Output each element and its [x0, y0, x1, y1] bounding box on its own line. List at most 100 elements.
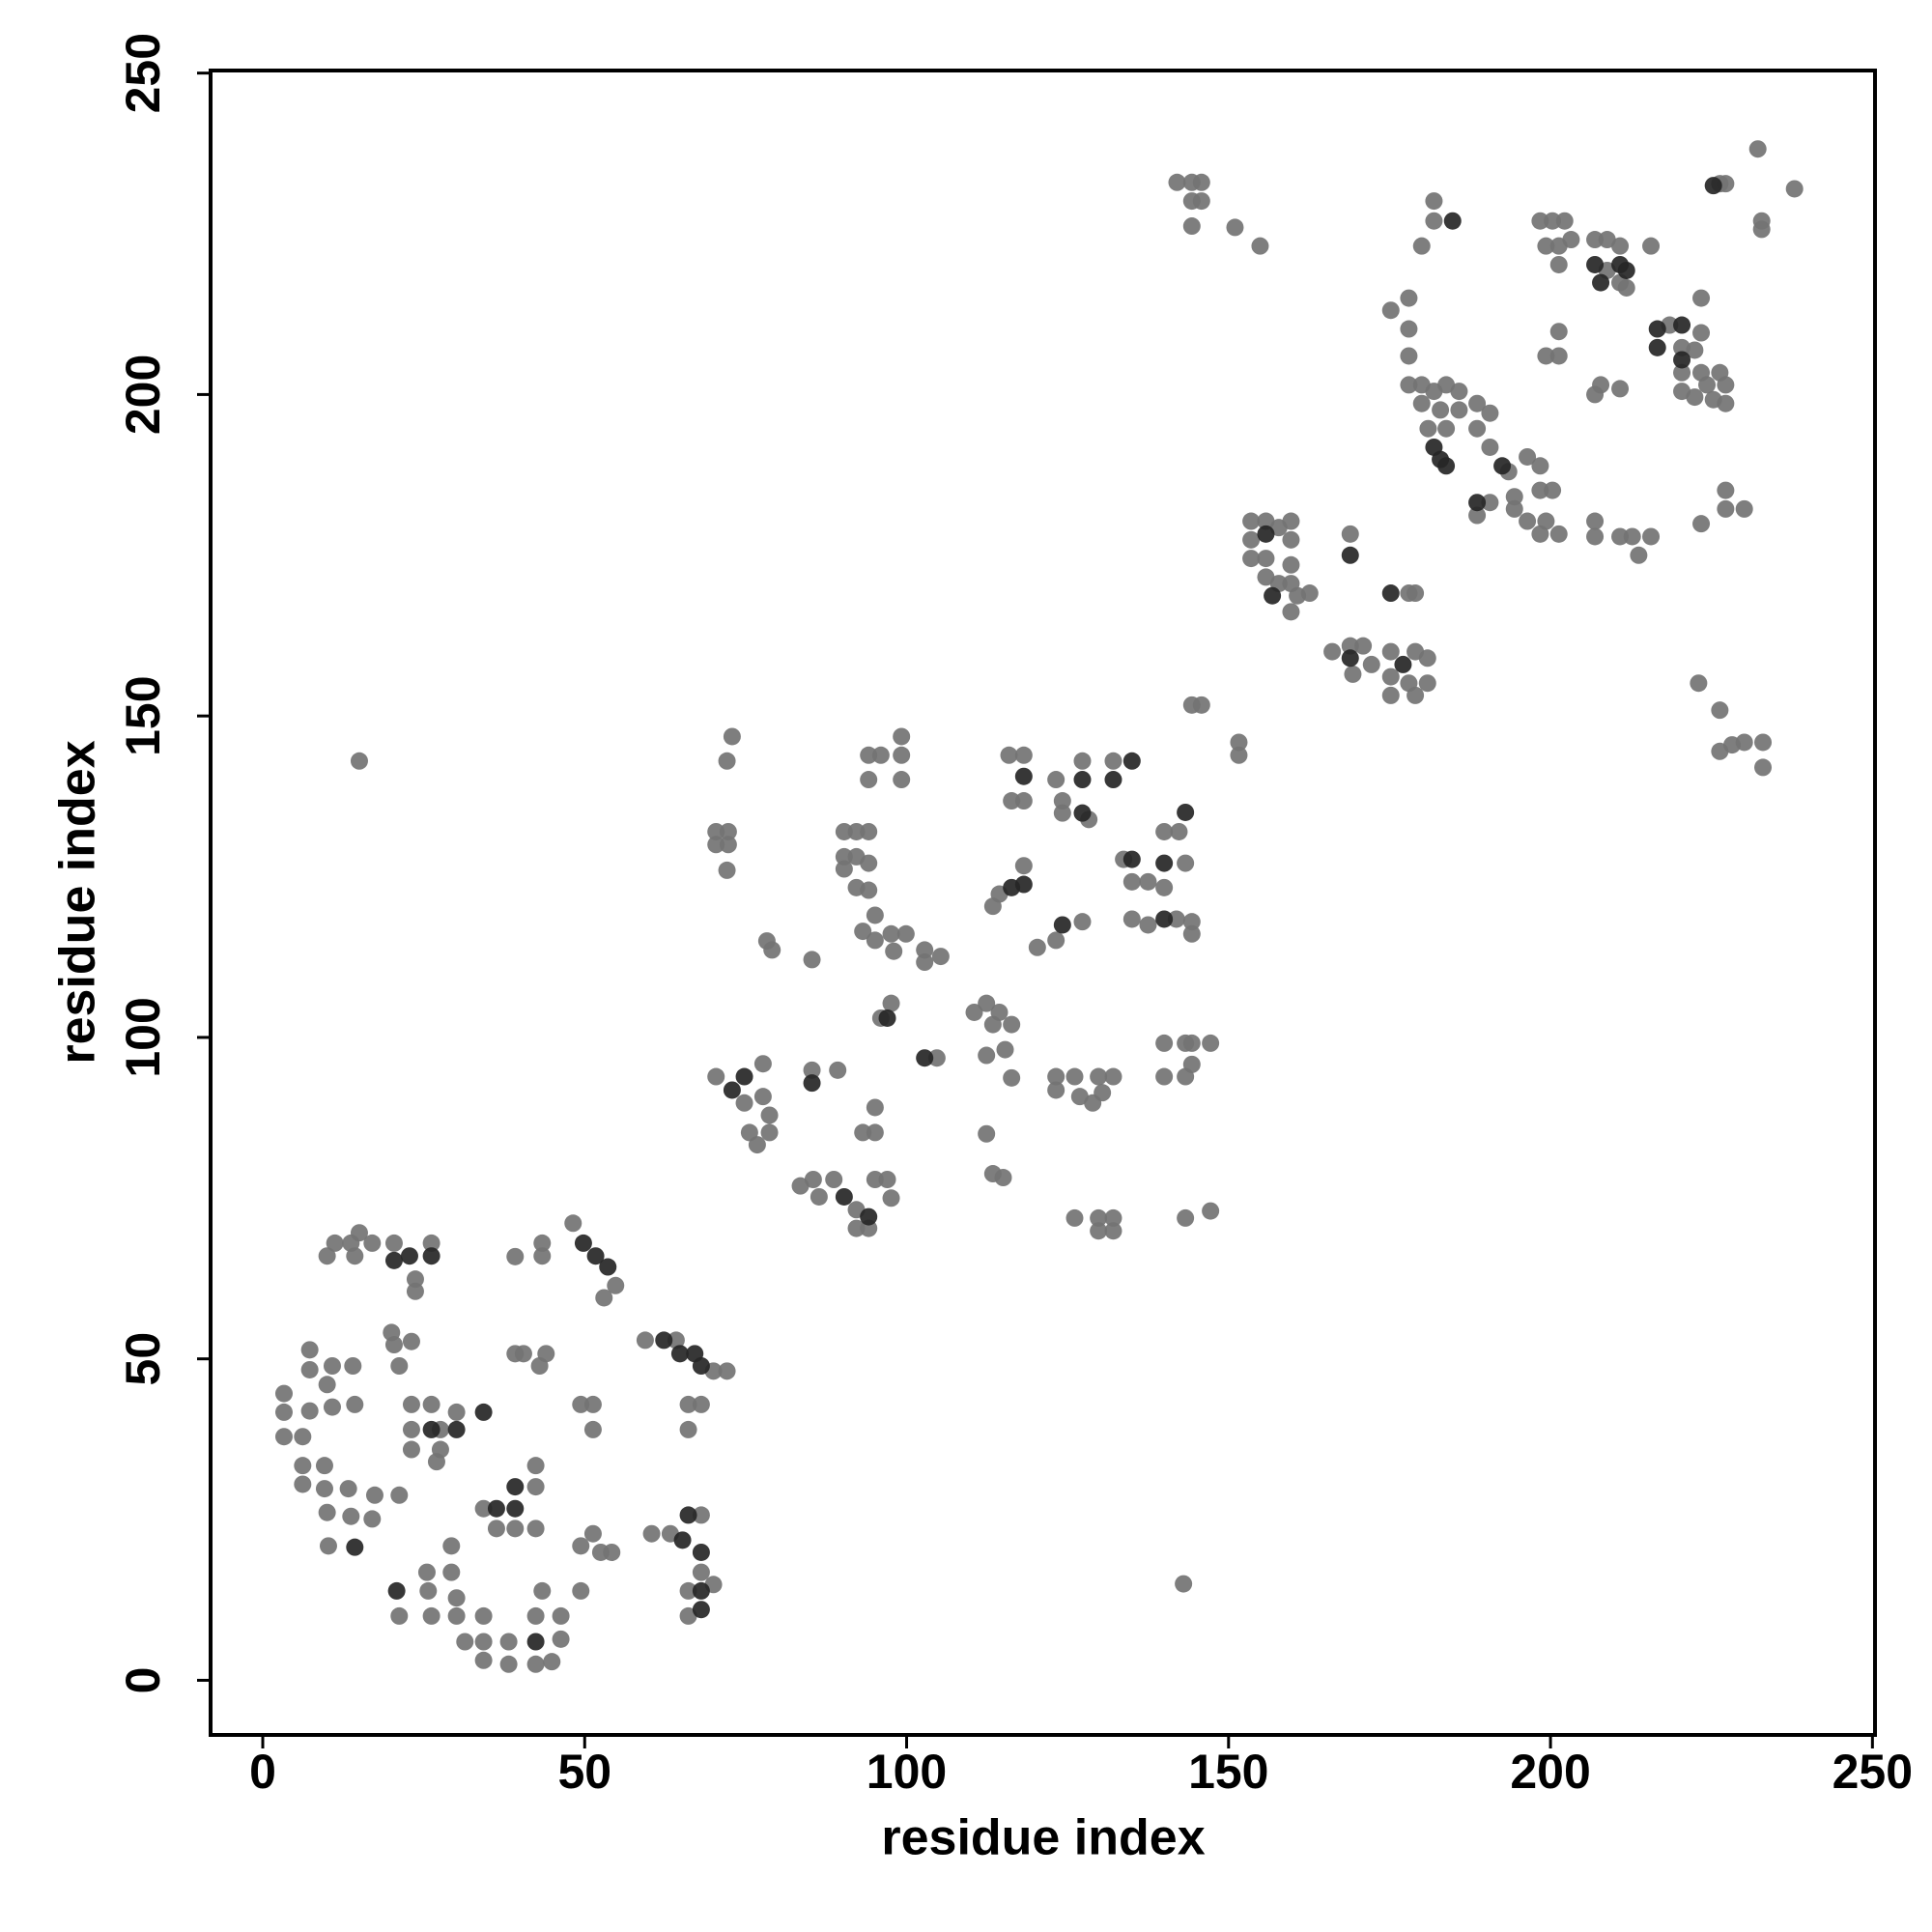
y-tick-label: 0	[116, 1667, 170, 1694]
contact-point	[1047, 771, 1065, 789]
contact-point	[487, 1520, 505, 1538]
contact-point	[583, 1395, 602, 1413]
contact-point	[1155, 1067, 1174, 1086]
contact-point	[1139, 872, 1157, 891]
contact-point	[387, 1581, 406, 1600]
contact-point	[978, 1124, 996, 1143]
contact-point	[1251, 237, 1269, 255]
contact-point	[339, 1480, 357, 1498]
contact-point	[1381, 301, 1400, 320]
contact-point	[1003, 1068, 1021, 1087]
contact-point	[760, 1106, 779, 1124]
contact-point	[1177, 854, 1195, 872]
contact-point	[1182, 217, 1201, 236]
contact-point	[1537, 237, 1555, 255]
contact-point	[1073, 771, 1092, 789]
contact-point	[487, 1499, 505, 1518]
contact-point	[1139, 916, 1157, 934]
contact-point	[1717, 394, 1735, 412]
x-tick-label: 200	[1510, 1745, 1590, 1799]
contact-point	[1468, 394, 1487, 412]
contact-point	[274, 1428, 293, 1446]
contact-point	[1549, 525, 1568, 543]
contact-point	[692, 1581, 710, 1600]
x-tick-label: 100	[867, 1745, 947, 1799]
contact-point	[896, 924, 915, 943]
contact-point	[866, 931, 884, 950]
contact-point	[417, 1563, 436, 1581]
contact-point	[803, 951, 821, 969]
contact-point	[1754, 758, 1773, 777]
contact-point	[1400, 347, 1418, 365]
contact-point	[1155, 910, 1174, 928]
contact-point	[719, 822, 737, 840]
contact-point	[1505, 488, 1523, 506]
contact-point	[1630, 546, 1648, 564]
contact-point	[1611, 380, 1630, 398]
contact-point	[1090, 1067, 1108, 1086]
contact-point	[1406, 686, 1425, 704]
contact-point	[1122, 752, 1141, 770]
contact-point	[1406, 584, 1425, 603]
contact-point	[1192, 173, 1210, 191]
contact-point	[526, 1606, 545, 1625]
contact-point	[1000, 746, 1018, 764]
contact-point	[533, 1234, 552, 1252]
contact-point	[1381, 642, 1400, 661]
contact-point	[1003, 792, 1021, 810]
contact-point	[1586, 255, 1605, 273]
contact-point	[599, 1258, 617, 1276]
contact-point	[1673, 338, 1691, 356]
contact-point	[866, 906, 884, 924]
contact-point	[1592, 273, 1610, 292]
contact-point	[1481, 404, 1499, 422]
contact-point	[583, 1420, 602, 1438]
contact-point	[318, 1376, 336, 1394]
contact-point	[1155, 878, 1174, 896]
contact-point	[1014, 767, 1033, 785]
contact-point	[346, 1247, 364, 1265]
contact-point	[442, 1563, 461, 1581]
contact-point	[514, 1345, 532, 1363]
contact-point	[882, 924, 900, 943]
contact-point	[692, 1356, 710, 1375]
contact-point	[835, 822, 853, 840]
contact-point	[572, 1537, 590, 1555]
contact-point	[390, 1356, 409, 1375]
contact-point	[893, 727, 911, 746]
contact-point	[1437, 419, 1456, 438]
contact-point	[854, 923, 872, 941]
contact-point	[878, 1009, 896, 1027]
contact-point	[1586, 512, 1605, 530]
contact-point	[692, 1543, 710, 1561]
contact-point	[1698, 376, 1717, 394]
contact-point	[1437, 376, 1456, 394]
contact-point	[1418, 674, 1436, 693]
contact-point	[916, 941, 934, 959]
contact-point	[1481, 438, 1499, 456]
contact-point	[723, 1081, 741, 1099]
contact-point	[506, 1499, 525, 1518]
contact-point	[1177, 803, 1195, 821]
contact-point	[607, 1276, 625, 1294]
contact-point	[1003, 1015, 1021, 1034]
contact-point	[422, 1234, 440, 1252]
contact-point	[1090, 1222, 1108, 1240]
contact-point	[860, 771, 878, 789]
contact-point	[1598, 231, 1616, 249]
contact-point	[442, 1537, 461, 1555]
contact-point	[390, 1606, 409, 1625]
contact-point	[384, 1336, 403, 1354]
contact-point	[1544, 212, 1562, 230]
contact-point	[1242, 530, 1261, 549]
contact-point	[447, 1606, 466, 1625]
contact-point	[390, 1486, 409, 1504]
contact-point	[866, 1171, 884, 1189]
contact-point	[825, 1171, 843, 1189]
contact-point	[1468, 419, 1487, 438]
contact-point	[679, 1581, 697, 1600]
contact-point	[422, 1420, 440, 1438]
contact-point	[1065, 1067, 1084, 1086]
contact-point	[763, 941, 781, 959]
contact-point	[655, 1331, 673, 1350]
